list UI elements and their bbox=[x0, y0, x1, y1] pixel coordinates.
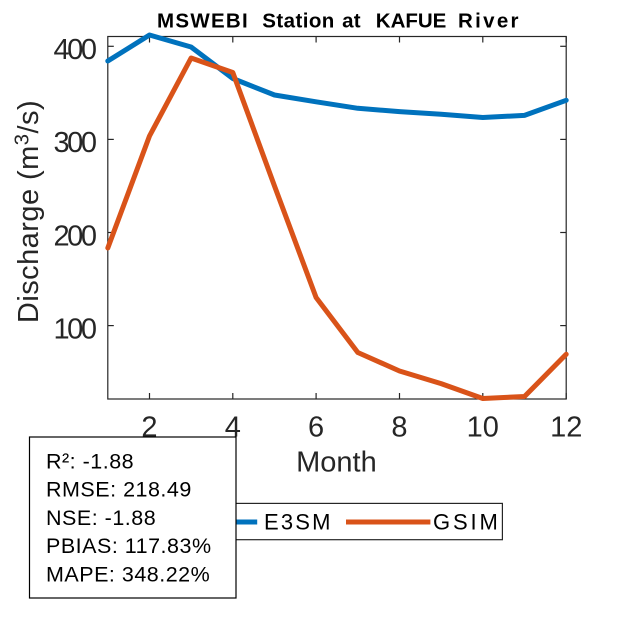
svg-text:Month: Month bbox=[296, 447, 377, 479]
svg-text:12: 12 bbox=[550, 412, 582, 444]
svg-text:400: 400 bbox=[54, 34, 98, 66]
svg-text:100: 100 bbox=[54, 313, 98, 345]
svg-text:200: 200 bbox=[54, 220, 98, 252]
svg-text:PBIAS: 117.83%: PBIAS: 117.83% bbox=[46, 534, 212, 558]
svg-text:8: 8 bbox=[391, 412, 407, 444]
svg-text:2: 2 bbox=[141, 412, 157, 444]
svg-text:300: 300 bbox=[54, 127, 98, 159]
svg-text:Discharge (m3/s): Discharge (m3/s) bbox=[12, 100, 46, 323]
svg-text:10: 10 bbox=[467, 412, 499, 444]
svg-text:Station: Station bbox=[262, 9, 334, 32]
svg-text:MAPE: 348.22%: MAPE: 348.22% bbox=[46, 562, 210, 586]
svg-text:NSE: -1.88: NSE: -1.88 bbox=[46, 506, 156, 530]
svg-text:R²: -1.88: R²: -1.88 bbox=[46, 450, 134, 474]
svg-text:MSWEBI: MSWEBI bbox=[157, 9, 248, 32]
svg-text:E3SM: E3SM bbox=[264, 509, 331, 534]
svg-text:GSIM: GSIM bbox=[433, 509, 498, 534]
svg-text:4: 4 bbox=[225, 412, 241, 444]
svg-text:6: 6 bbox=[308, 412, 324, 444]
svg-text:at: at bbox=[342, 9, 361, 32]
svg-text:KAFUE: KAFUE bbox=[376, 9, 447, 32]
svg-text:RMSE: 218.49: RMSE: 218.49 bbox=[46, 478, 192, 502]
